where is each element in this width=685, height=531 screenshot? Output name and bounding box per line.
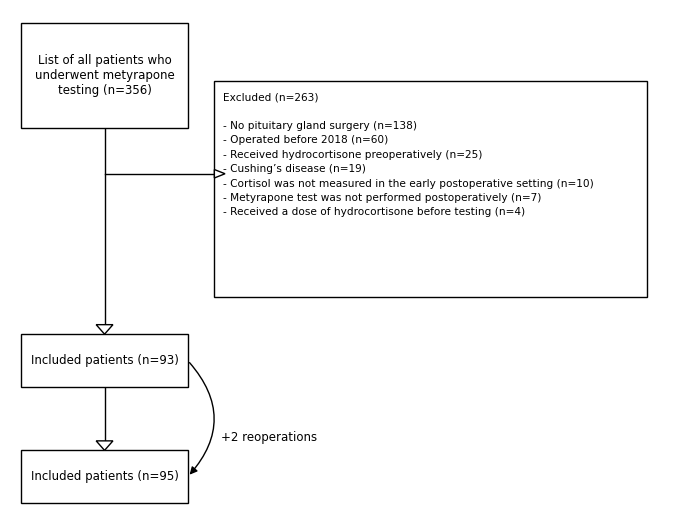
Text: Included patients (n=93): Included patients (n=93) [31, 354, 179, 367]
Polygon shape [96, 441, 113, 450]
FancyArrowPatch shape [190, 363, 214, 474]
Polygon shape [214, 169, 225, 178]
FancyBboxPatch shape [21, 450, 188, 503]
FancyBboxPatch shape [21, 22, 188, 128]
Text: Included patients (n=95): Included patients (n=95) [31, 470, 179, 483]
FancyBboxPatch shape [214, 81, 647, 297]
Text: Excluded (n=263)

- No pituitary gland surgery (n=138)
- Operated before 2018 (n: Excluded (n=263) - No pituitary gland su… [223, 92, 594, 217]
FancyBboxPatch shape [21, 334, 188, 387]
Polygon shape [96, 324, 113, 334]
Text: +2 reoperations: +2 reoperations [221, 431, 317, 444]
Text: List of all patients who
underwent metyrapone
testing (n=356): List of all patients who underwent metyr… [35, 54, 175, 97]
